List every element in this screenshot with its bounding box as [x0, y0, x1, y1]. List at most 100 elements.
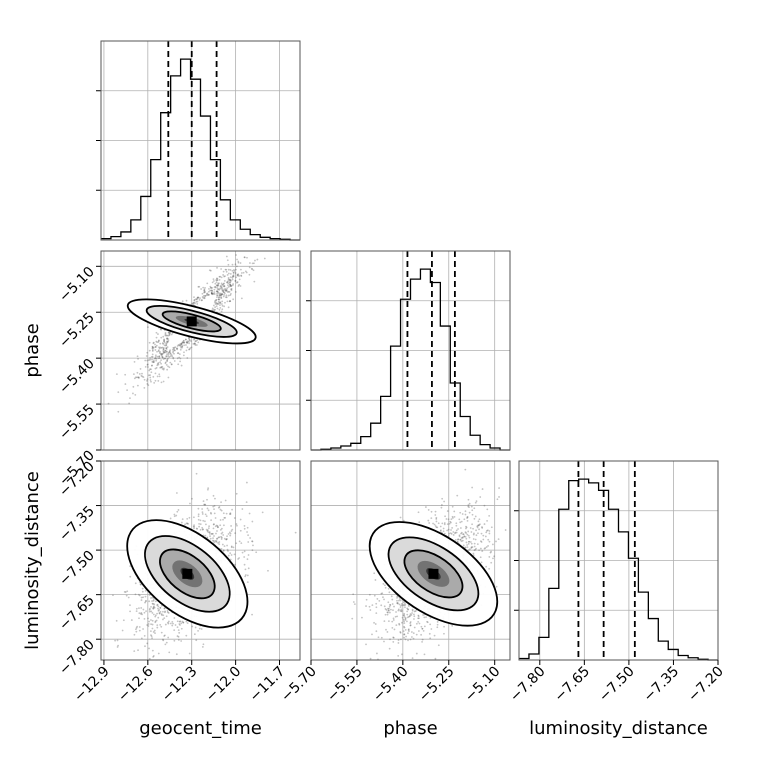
scatter-point — [158, 608, 161, 611]
scatter-point — [155, 357, 158, 360]
scatter-point — [229, 534, 232, 537]
scatter-point — [138, 629, 141, 632]
x-axis-label-phase: phase — [383, 718, 437, 739]
scatter-point — [163, 617, 166, 620]
scatter-point — [188, 348, 191, 351]
scatter-point — [380, 592, 383, 595]
scatter-point — [140, 599, 143, 601]
scatter-point — [219, 294, 221, 297]
scatter-point — [158, 347, 161, 350]
scatter-point — [219, 284, 222, 287]
scatter-point — [159, 328, 162, 331]
scatter-point — [210, 286, 212, 289]
scatter-point — [169, 622, 172, 625]
scatter-point — [229, 279, 232, 282]
scatter-point — [175, 653, 178, 656]
scatter-point — [181, 341, 184, 344]
scatter-point — [473, 507, 476, 510]
scatter-point — [220, 294, 223, 297]
scatter-point — [224, 516, 227, 519]
scatter-point — [133, 633, 136, 636]
scatter-point — [150, 634, 152, 637]
scatter-point — [185, 634, 188, 637]
scatter-point — [449, 520, 452, 523]
scatter-point — [186, 341, 189, 344]
scatter-point — [154, 349, 157, 351]
scatter-point — [408, 630, 410, 633]
y-tick-label: −7.50 — [56, 548, 98, 590]
scatter-point — [180, 342, 183, 345]
scatter-point — [173, 352, 175, 355]
scatter-point — [497, 538, 500, 541]
scatter-point — [161, 353, 164, 356]
scatter-point — [144, 645, 146, 648]
scatter-point — [469, 541, 472, 543]
scatter-point — [178, 620, 181, 623]
scatter-point — [238, 557, 241, 559]
scatter-point — [163, 338, 165, 341]
scatter-point — [488, 532, 491, 535]
scatter-point — [148, 374, 150, 377]
scatter-point — [365, 643, 367, 646]
scatter-point — [175, 514, 178, 517]
scatter-point — [151, 637, 153, 640]
scatter-point — [466, 533, 469, 536]
scatter-point — [229, 283, 231, 286]
scatter-point — [230, 287, 233, 290]
scatter-point — [168, 351, 171, 354]
scatter-point — [222, 283, 225, 285]
scatter-point — [222, 283, 224, 286]
scatter-point — [215, 277, 218, 280]
scatter-point — [380, 604, 383, 607]
scatter-point — [388, 611, 391, 614]
scatter-point — [182, 340, 185, 343]
scatter-point — [398, 623, 401, 626]
scatter-point — [135, 610, 138, 613]
scatter-point — [436, 621, 439, 623]
scatter-point — [226, 287, 229, 290]
scatter-point — [475, 529, 477, 532]
scatter-point — [204, 513, 207, 516]
scatter-point — [151, 345, 154, 348]
scatter-point — [393, 628, 396, 631]
scatter-point — [162, 348, 165, 350]
scatter-point — [229, 513, 231, 515]
scatter-point — [473, 545, 476, 548]
scatter-point — [193, 301, 196, 304]
scatter-point — [188, 342, 190, 345]
scatter-point — [157, 605, 160, 608]
scatter-point — [388, 591, 391, 594]
scatter-point — [466, 516, 469, 518]
scatter-point — [411, 609, 414, 612]
y-axis-label-phase: phase — [22, 323, 43, 377]
scatter-point — [136, 384, 139, 387]
scatter-point — [208, 269, 211, 272]
scatter-point — [201, 299, 203, 302]
scatter-point — [242, 271, 245, 274]
scatter-point — [144, 589, 147, 592]
scatter-point — [165, 363, 168, 366]
scatter-point — [466, 544, 469, 546]
scatter-point — [164, 351, 167, 354]
scatter-point — [161, 342, 164, 344]
scatter-point — [222, 524, 225, 527]
scatter-point — [414, 610, 417, 612]
scatter-point — [203, 503, 205, 506]
scatter-point — [392, 617, 395, 620]
y-tick-label: −5.25 — [56, 310, 98, 352]
scatter-point — [167, 338, 170, 341]
scatter-point — [217, 536, 220, 539]
scatter-point — [209, 269, 212, 272]
scatter-point — [220, 527, 223, 530]
scatter-point — [183, 341, 186, 344]
scatter-point — [215, 540, 218, 542]
density-content — [345, 468, 529, 660]
scatter-point — [163, 607, 166, 610]
scatter-point — [148, 600, 151, 603]
scatter-point — [218, 301, 221, 304]
scatter-point — [406, 613, 409, 616]
scatter-point — [217, 284, 220, 287]
scatter-point — [436, 526, 439, 529]
scatter-point — [463, 518, 466, 521]
scatter-point — [229, 285, 232, 288]
